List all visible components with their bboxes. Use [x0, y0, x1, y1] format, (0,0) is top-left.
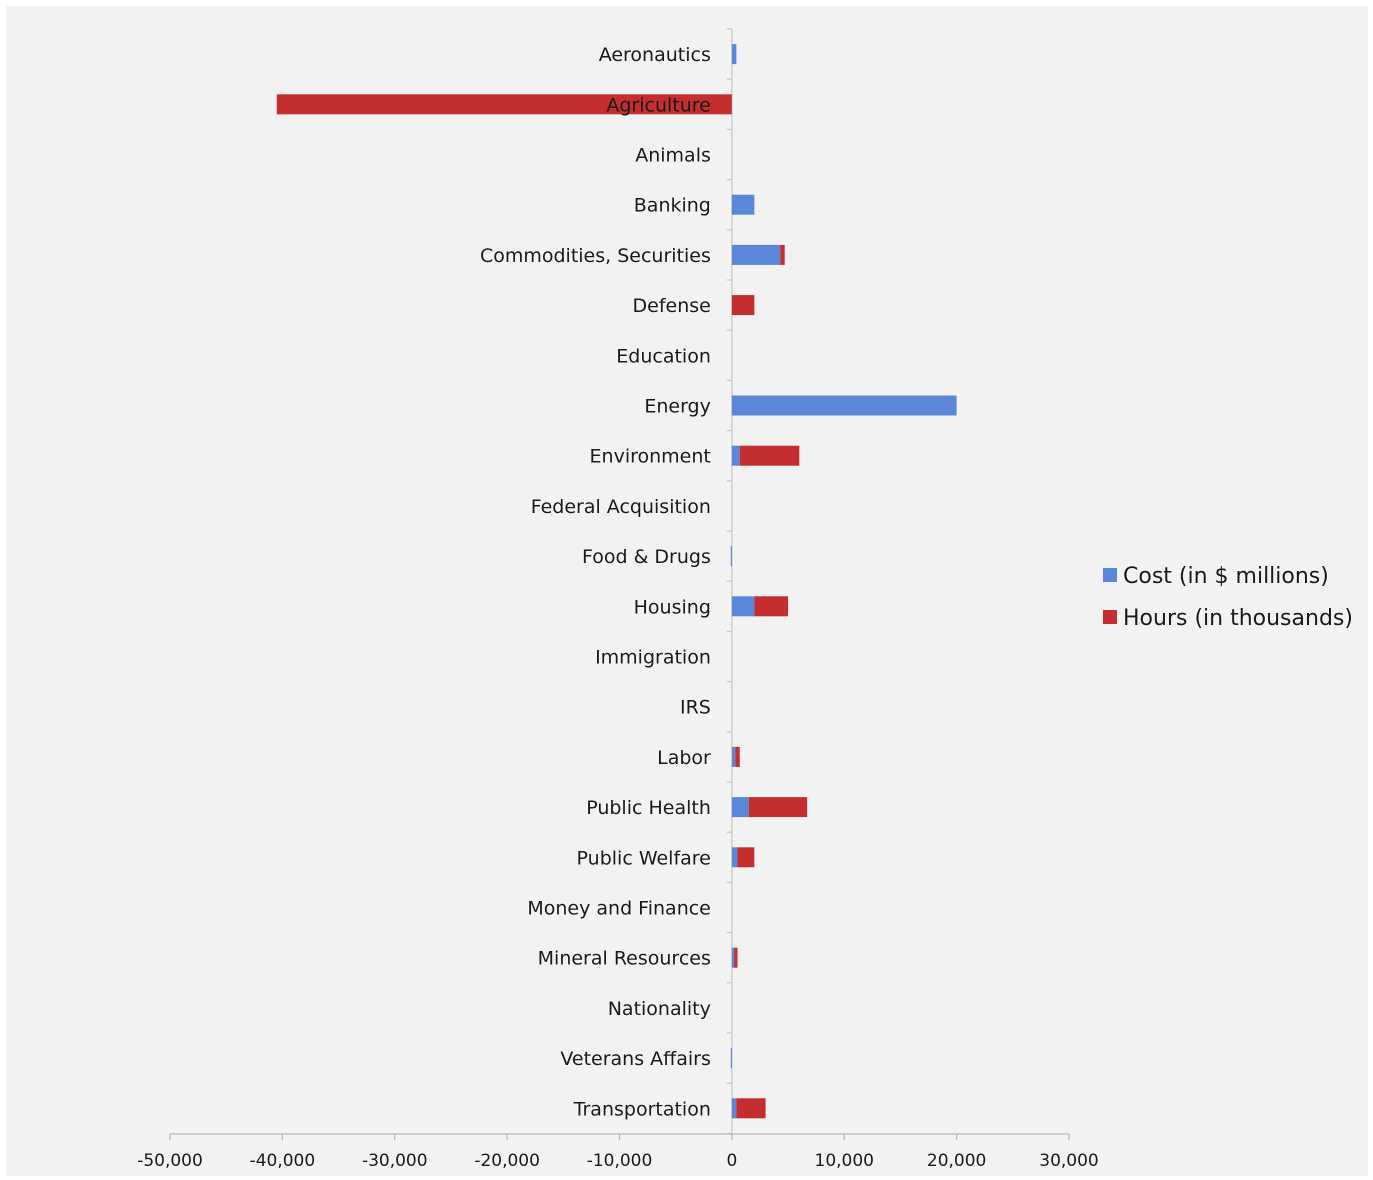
- label-layer: Aeronautics Agriculture Animals Banking Comm…: [480, 44, 711, 1120]
- category-label: Mineral Resources: [538, 948, 711, 970]
- bar-cost: [731, 445, 740, 466]
- bar-cost: [731, 244, 781, 265]
- category-label: Banking: [634, 195, 711, 217]
- category-label: Public Welfare: [577, 847, 711, 869]
- category-label: Environment: [590, 446, 711, 468]
- category-label: Aeronautics: [599, 44, 711, 66]
- x-tick-label: 0: [726, 1151, 737, 1171]
- category-label: Immigration: [595, 647, 711, 669]
- category-label: Money and Finance: [527, 898, 711, 920]
- category-label: Transportation: [573, 1098, 711, 1120]
- bar-cost: [731, 395, 957, 416]
- category-label: Commodities, Securities: [480, 245, 711, 267]
- bar-hours: [736, 1098, 766, 1119]
- bar-cost: [731, 1098, 737, 1119]
- category-label: Agriculture: [606, 94, 711, 116]
- bar-hours: [731, 295, 755, 316]
- category-label: Labor: [657, 747, 711, 769]
- legend-label: Hours (in thousands): [1123, 606, 1353, 631]
- x-tick-label: -50,000: [137, 1151, 203, 1171]
- category-label: Federal Acquisition: [531, 496, 711, 518]
- bar-cost: [731, 797, 749, 818]
- category-label: Nationality: [608, 998, 711, 1020]
- bar-hours: [734, 947, 738, 968]
- bar-hours: [780, 244, 785, 265]
- bar-hours: [748, 797, 808, 818]
- category-label: IRS: [680, 697, 711, 719]
- bar-cost: [731, 194, 755, 215]
- x-tick-label: 20,000: [927, 1151, 986, 1171]
- x-tick-label: -20,000: [474, 1151, 540, 1171]
- bar-hours: [737, 847, 755, 868]
- bar-layer: [276, 44, 957, 1119]
- legend: Cost (in $ millions) Hours (in thousands): [1103, 564, 1353, 631]
- bar-hours: [754, 596, 789, 617]
- legend-swatch: [1103, 568, 1117, 582]
- bar-cost: [730, 1048, 732, 1069]
- x-tick-label: -40,000: [250, 1151, 316, 1171]
- bar-cost: [731, 947, 735, 968]
- bar-cost: [731, 596, 755, 617]
- category-label: Housing: [634, 596, 711, 618]
- category-label: Defense: [633, 295, 711, 317]
- category-label: Public Health: [586, 797, 711, 819]
- axis-layer: -50,000 -40,000 -30,000 -20,000 -10,000 0 10,0…: [137, 28, 1099, 1171]
- category-label: Energy: [644, 396, 711, 418]
- x-tick-label: -30,000: [362, 1151, 428, 1171]
- x-tick-label: 30,000: [1039, 1151, 1098, 1171]
- category-label: Education: [616, 345, 711, 367]
- x-tick-label: 10,000: [815, 1151, 874, 1171]
- bar-hours: [276, 94, 732, 115]
- bar-cost: [731, 847, 738, 868]
- legend-label: Cost (in $ millions): [1123, 564, 1329, 589]
- bar-cost: [731, 746, 736, 767]
- category-label: Veterans Affairs: [560, 1048, 711, 1070]
- category-label: Animals: [635, 145, 711, 167]
- legend-swatch: [1103, 610, 1117, 624]
- bar-hours: [739, 445, 800, 466]
- chart-area: [6, 6, 1368, 1176]
- x-tick-label: -10,000: [587, 1151, 653, 1171]
- bar-cost: [730, 546, 732, 567]
- bar-hours: [735, 746, 740, 767]
- bar-cost: [731, 44, 737, 65]
- category-label: Food & Drugs: [582, 546, 711, 568]
